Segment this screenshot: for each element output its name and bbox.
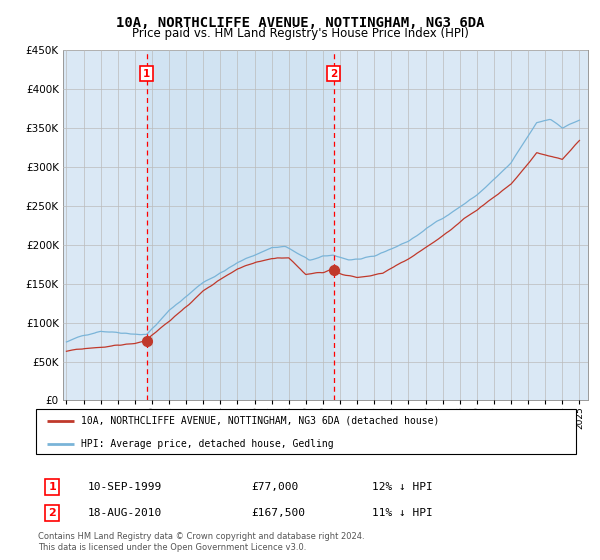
Text: 10A, NORTHCLIFFE AVENUE, NOTTINGHAM, NG3 6DA (detached house): 10A, NORTHCLIFFE AVENUE, NOTTINGHAM, NG3…: [81, 416, 439, 426]
Text: 1: 1: [48, 482, 56, 492]
Text: 2: 2: [330, 69, 337, 79]
Text: 11% ↓ HPI: 11% ↓ HPI: [371, 508, 432, 518]
Text: Contains HM Land Registry data © Crown copyright and database right 2024.
This d: Contains HM Land Registry data © Crown c…: [38, 532, 365, 552]
Text: 1: 1: [143, 69, 150, 79]
Text: £77,000: £77,000: [251, 482, 299, 492]
Text: 10A, NORTHCLIFFE AVENUE, NOTTINGHAM, NG3 6DA: 10A, NORTHCLIFFE AVENUE, NOTTINGHAM, NG3…: [116, 16, 484, 30]
Text: Price paid vs. HM Land Registry's House Price Index (HPI): Price paid vs. HM Land Registry's House …: [131, 27, 469, 40]
Bar: [146, 50, 334, 400]
Text: HPI: Average price, detached house, Gedling: HPI: Average price, detached house, Gedl…: [81, 438, 334, 449]
Text: 10-SEP-1999: 10-SEP-1999: [88, 482, 162, 492]
Text: £167,500: £167,500: [251, 508, 305, 518]
Text: 2: 2: [48, 508, 56, 518]
Text: 12% ↓ HPI: 12% ↓ HPI: [371, 482, 432, 492]
FancyBboxPatch shape: [36, 409, 576, 454]
Text: 18-AUG-2010: 18-AUG-2010: [88, 508, 162, 518]
